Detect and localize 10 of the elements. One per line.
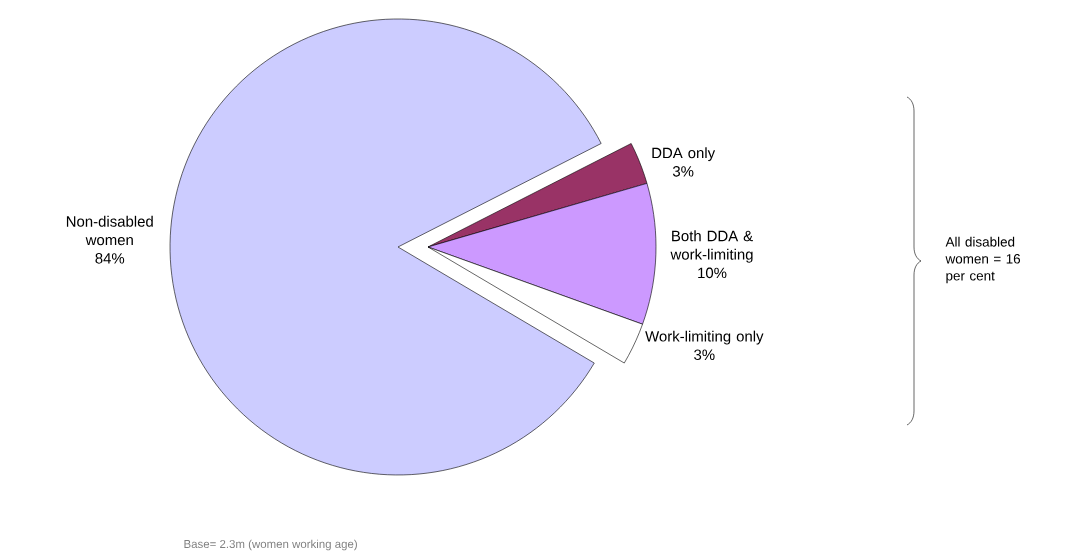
- data-label: 3%: [672, 166, 694, 177]
- slice-label: Both DDA & work-limiting: [670, 230, 753, 263]
- slice-label: Work-limiting only: [645, 330, 764, 345]
- data-label: 84%: [95, 253, 125, 264]
- data-label: 10%: [698, 267, 727, 279]
- text: All disabled women = 16 per cent: [945, 236, 1021, 284]
- slice-label: DDA only: [652, 147, 716, 162]
- text: Base= 2.3m (women working age): [184, 539, 357, 551]
- slice-label: Non-disabled women: [66, 215, 153, 246]
- data-label: 3%: [694, 349, 715, 361]
